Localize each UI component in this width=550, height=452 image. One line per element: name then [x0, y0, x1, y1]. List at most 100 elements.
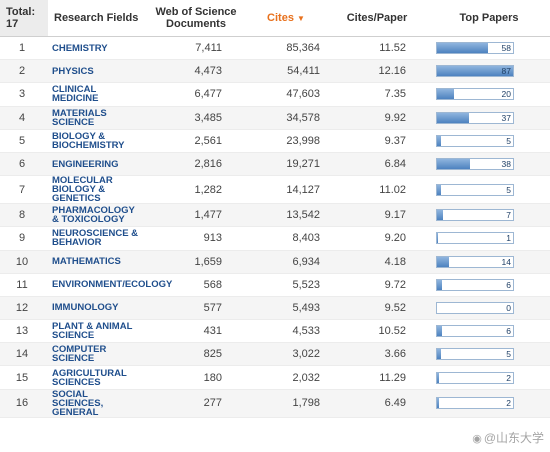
top-papers-value: 6	[506, 279, 511, 290]
top-papers-bar[interactable]: 87	[436, 65, 514, 78]
row-documents: 4,473	[146, 59, 246, 84]
cites-per-paper-header[interactable]: Cites/Paper	[326, 0, 428, 37]
row-rank: 14	[0, 342, 48, 367]
row-cites: 14,127	[246, 175, 326, 205]
research-field-link[interactable]: BIOLOGY & BIOCHEMISTRY	[52, 130, 125, 151]
research-field-link[interactable]: PHYSICS	[52, 65, 94, 77]
row-field-cell: AGRICULTURAL SCIENCES	[48, 365, 146, 390]
row-cites: 54,411	[246, 59, 326, 84]
top-papers-bar[interactable]: 37	[436, 111, 514, 124]
top-papers-bar[interactable]: 58	[436, 42, 514, 55]
row-documents: 913	[146, 226, 246, 251]
row-cites: 23,998	[246, 129, 326, 153]
research-field-link[interactable]: CHEMISTRY	[52, 42, 108, 54]
top-papers-bar[interactable]: 38	[436, 158, 514, 171]
top-papers-bar[interactable]: 6	[436, 325, 514, 338]
row-top-papers: 87	[428, 59, 550, 84]
row-cites: 5,493	[246, 296, 326, 321]
research-field-link[interactable]: PHARMACOLOGY & TOXICOLOGY	[52, 205, 135, 226]
row-cites: 8,403	[246, 226, 326, 251]
row-rank: 13	[0, 319, 48, 344]
top-papers-bar-fill	[437, 184, 442, 195]
row-cites: 47,603	[246, 82, 326, 107]
top-papers-value: 20	[501, 89, 511, 100]
sort-desc-icon[interactable]: ▼	[297, 14, 305, 23]
row-documents: 1,477	[146, 203, 246, 228]
row-cites-per-paper: 7.35	[326, 82, 428, 107]
research-field-link[interactable]: ENVIRONMENT/ECOLOGY	[52, 279, 173, 291]
row-field-cell: CHEMISTRY	[48, 36, 146, 61]
row-field-cell: COMPUTER SCIENCE	[48, 342, 146, 367]
row-cites-per-paper: 9.20	[326, 226, 428, 251]
row-top-papers: 5	[428, 175, 550, 205]
top-papers-bar[interactable]: 14	[436, 255, 514, 268]
row-field-cell: ENGINEERING	[48, 152, 146, 177]
row-rank: 15	[0, 365, 48, 390]
research-field-link[interactable]: IMMUNOLOGY	[52, 302, 119, 314]
top-papers-bar[interactable]: 20	[436, 88, 514, 101]
top-papers-header[interactable]: Top Papers	[428, 0, 550, 37]
table-row: 1 CHEMISTRY 7,411 85,364 11.52 58	[0, 36, 550, 61]
top-papers-bar[interactable]: 5	[436, 348, 514, 361]
top-papers-bar[interactable]: 2	[436, 397, 514, 410]
top-papers-bar-fill	[437, 159, 471, 170]
research-field-link[interactable]: ENGINEERING	[52, 158, 119, 170]
row-field-cell: MATHEMATICS	[48, 250, 146, 274]
row-field-cell: BIOLOGY & BIOCHEMISTRY	[48, 129, 146, 153]
row-field-cell: ENVIRONMENT/ECOLOGY	[48, 273, 173, 297]
research-field-link[interactable]: MATERIALS SCIENCE	[52, 107, 107, 128]
top-papers-value: 38	[501, 159, 511, 170]
watermark-text: @山东大学	[483, 431, 544, 445]
research-field-link[interactable]: MOLECULAR BIOLOGY & GENETICS	[52, 175, 113, 205]
top-papers-value: 87	[501, 66, 511, 77]
row-rank: 2	[0, 59, 48, 84]
weibo-icon: ◉	[472, 433, 482, 445]
top-papers-bar[interactable]: 7	[436, 209, 514, 222]
row-documents: 825	[146, 342, 246, 367]
top-papers-value: 6	[506, 326, 511, 337]
row-top-papers: 6	[428, 273, 550, 297]
table-row: 16 SOCIAL SCIENCES, GENERAL 277 1,798 6.49 2	[0, 388, 550, 418]
top-papers-bar[interactable]: 5	[436, 134, 514, 147]
top-papers-value: 7	[506, 210, 511, 221]
top-papers-bar[interactable]: 0	[436, 301, 514, 314]
row-documents: 2,561	[146, 129, 246, 153]
research-field-link[interactable]: CLINICAL MEDICINE	[52, 84, 99, 105]
row-field-cell: CLINICAL MEDICINE	[48, 82, 146, 107]
row-cites-per-paper: 11.52	[326, 36, 428, 61]
row-cites: 4,533	[246, 319, 326, 344]
watermark: ◉ @山东大学	[472, 429, 544, 446]
research-field-link[interactable]: NEUROSCIENCE & BEHAVIOR	[52, 228, 139, 249]
top-papers-bar[interactable]: 2	[436, 371, 514, 384]
row-rank: 9	[0, 226, 48, 251]
research-field-link[interactable]: COMPUTER SCIENCE	[52, 344, 107, 365]
row-documents: 7,411	[146, 36, 246, 61]
cites-header-label[interactable]: Cites	[267, 12, 294, 24]
row-cites-per-paper: 6.49	[326, 389, 428, 418]
cites-header[interactable]: Cites ▼	[246, 0, 326, 37]
row-cites-per-paper: 9.92	[326, 106, 428, 130]
top-papers-bar-fill	[437, 256, 450, 267]
research-field-link[interactable]: SOCIAL SCIENCES, GENERAL	[52, 388, 104, 418]
row-rank: 4	[0, 106, 48, 130]
row-field-cell: MOLECULAR BIOLOGY & GENETICS	[48, 175, 146, 205]
row-top-papers: 14	[428, 250, 550, 274]
top-papers-bar[interactable]: 5	[436, 183, 514, 196]
documents-header[interactable]: Web of Science Documents	[146, 0, 246, 37]
row-top-papers: 7	[428, 203, 550, 228]
row-cites-per-paper: 9.37	[326, 129, 428, 153]
row-cites-per-paper: 11.02	[326, 175, 428, 205]
research-field-link[interactable]: MATHEMATICS	[52, 256, 121, 268]
research-field-link[interactable]: PLANT & ANIMAL SCIENCE	[52, 321, 133, 342]
row-rank: 16	[0, 389, 48, 418]
row-top-papers: 37	[428, 106, 550, 130]
research-field-link[interactable]: AGRICULTURAL SCIENCES	[52, 367, 127, 388]
row-documents: 2,816	[146, 152, 246, 177]
row-rank: 1	[0, 36, 48, 61]
row-rank: 10	[0, 250, 48, 274]
top-papers-bar[interactable]: 1	[436, 232, 514, 245]
top-papers-bar[interactable]: 6	[436, 278, 514, 291]
top-papers-bar-fill	[437, 135, 442, 146]
research-fields-header[interactable]: Research Fields	[48, 0, 146, 37]
table-row: 14 COMPUTER SCIENCE 825 3,022 3.66 5	[0, 342, 550, 367]
